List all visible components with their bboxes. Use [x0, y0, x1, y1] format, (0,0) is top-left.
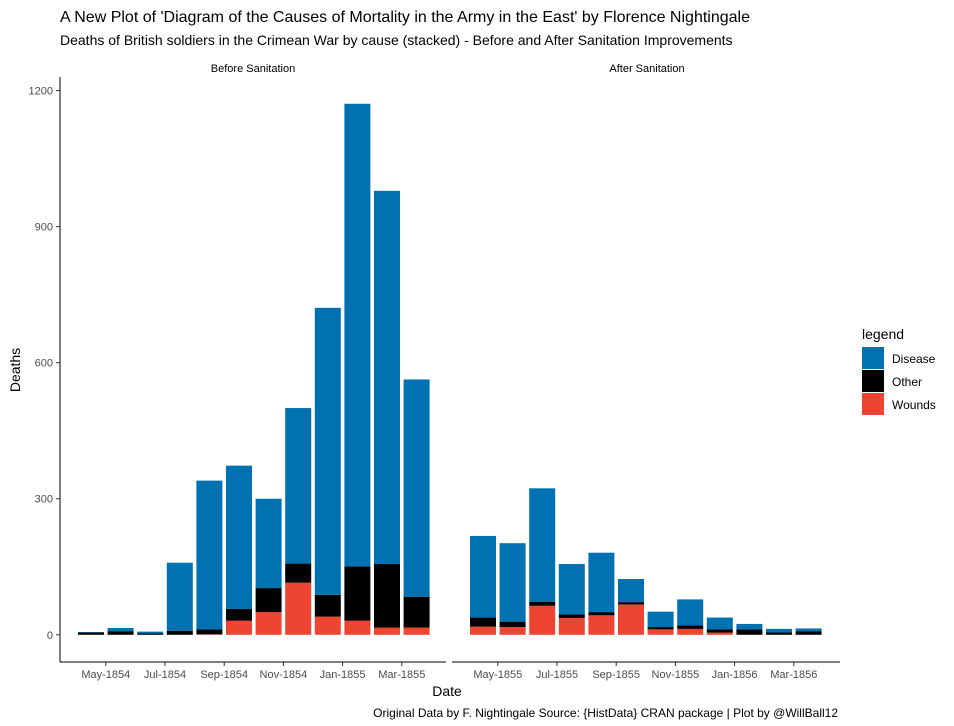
bar-other-mar-1856 [795, 631, 822, 635]
bar-other-apr-1855 [470, 617, 496, 627]
bar-wounds-jul-1855 [558, 618, 585, 635]
chart-title: A New Plot of 'Diagram of the Causes of … [60, 9, 750, 26]
x-tick-label: Jan-1856 [712, 669, 758, 681]
bar-other-nov-1854 [285, 563, 312, 583]
bar-disease-may-1855 [499, 543, 526, 622]
y-tick-label: 1200 [29, 86, 53, 98]
bar-disease-nov-1854 [285, 408, 312, 564]
bar-other-feb-1855 [374, 564, 400, 628]
bar-disease-jun-1855 [529, 488, 556, 602]
y-tick-label: 300 [35, 494, 53, 506]
bar-disease-jul-1854 [166, 562, 193, 631]
panel-before-sanitation: May-1854 Jul-1854 Sep-1854 Nov-1854 Jan-1855… [60, 103, 446, 681]
x-tick-label: Jul-1854 [144, 669, 186, 681]
bar-other-aug-1854 [196, 629, 223, 635]
bar-other-oct-1854 [255, 588, 282, 613]
bar-other-apr-1854 [78, 632, 104, 635]
y-tick-label: 600 [35, 358, 53, 370]
y-tick-label: 900 [35, 222, 53, 234]
x-axis-label: Date [432, 683, 462, 699]
bar-other-jul-1854 [166, 630, 193, 635]
x-tick-label: May-1854 [81, 669, 130, 681]
bar-other-nov-1855 [677, 625, 704, 629]
bar-disease-sep-1854 [226, 465, 252, 609]
bar-other-dec-1855 [706, 629, 733, 633]
bar-other-jun-1855 [529, 601, 556, 606]
bar-other-feb-1856 [766, 632, 792, 635]
x-tick-label: Jul-1855 [536, 669, 578, 681]
bar-wounds-feb-1855 [374, 627, 400, 635]
legend-swatch-other [862, 370, 884, 392]
bar-wounds-oct-1855 [647, 629, 674, 635]
x-tick-label: Mar-1855 [378, 669, 425, 681]
bar-wounds-dec-1855 [706, 632, 733, 635]
legend-title: legend [862, 326, 904, 342]
bar-disease-nov-1855 [677, 599, 704, 626]
bar-wounds-nov-1854 [285, 582, 312, 635]
bar-disease-apr-1855 [470, 535, 496, 618]
y-axis-label: Deaths [7, 348, 23, 392]
legend-label-other: Other [892, 375, 922, 389]
bar-other-mar-1855 [403, 596, 430, 628]
bar-other-may-1854 [107, 631, 134, 635]
bar-wounds-sep-1855 [618, 604, 644, 635]
bar-wounds-nov-1855 [677, 628, 704, 635]
bar-disease-jan-1855 [344, 103, 371, 567]
bar-disease-aug-1854 [196, 480, 223, 630]
legend-label-disease: Disease [892, 352, 936, 366]
bar-disease-mar-1855 [403, 379, 430, 597]
bar-wounds-aug-1855 [588, 615, 615, 635]
bar-disease-aug-1855 [588, 552, 615, 613]
bar-disease-sep-1855 [618, 579, 644, 603]
bar-disease-feb-1855 [374, 190, 400, 565]
bar-other-jul-1855 [558, 614, 585, 619]
x-tick-label: May-1855 [473, 669, 522, 681]
x-tick-label: Sep-1854 [200, 669, 248, 681]
bar-other-dec-1854 [314, 594, 341, 617]
bar-wounds-jun-1855 [529, 605, 556, 635]
x-tick-label: Nov-1854 [260, 669, 308, 681]
bar-wounds-apr-1855 [470, 626, 496, 635]
bar-disease-jan-1856 [736, 623, 763, 630]
chart-subtitle: Deaths of British soldiers in the Crimea… [60, 32, 733, 48]
bar-other-may-1855 [499, 621, 526, 628]
bar-other-sep-1854 [226, 608, 252, 621]
bar-disease-feb-1856 [766, 628, 792, 633]
panel-label-before: Before Sanitation [211, 63, 295, 75]
bar-other-jan-1855 [344, 566, 371, 621]
bar-wounds-dec-1854 [314, 616, 341, 635]
bar-disease-mar-1856 [795, 628, 822, 632]
bar-wounds-sep-1854 [226, 620, 252, 635]
bar-other-aug-1855 [588, 612, 615, 616]
bar-wounds-jan-1855 [344, 620, 371, 635]
bar-disease-oct-1855 [647, 611, 674, 628]
bar-wounds-may-1855 [499, 627, 526, 635]
legend-swatch-disease [862, 347, 884, 369]
bar-other-sep-1855 [618, 602, 644, 605]
bar-disease-dec-1854 [314, 307, 341, 595]
x-tick-label: Jan-1855 [320, 669, 366, 681]
bar-disease-jul-1855 [558, 564, 585, 615]
panel-label-after: After Sanitation [609, 63, 684, 75]
bar-wounds-oct-1854 [255, 612, 282, 635]
bar-disease-jun-1854 [137, 631, 164, 634]
chart-caption: Original Data by F. Nightingale Source: … [373, 706, 838, 720]
legend-swatch-wounds [862, 393, 884, 415]
bar-other-jan-1856 [736, 629, 763, 635]
legend-label-wounds: Wounds [892, 398, 936, 412]
bar-wounds-mar-1855 [403, 627, 430, 635]
bar-other-jun-1854 [137, 633, 164, 635]
bar-disease-may-1854 [107, 627, 134, 632]
x-tick-label: Mar-1856 [770, 669, 817, 681]
x-tick-label: Nov-1855 [652, 669, 700, 681]
y-tick-label: 0 [47, 630, 53, 642]
legend: legend Disease Other Wounds [862, 326, 936, 415]
bar-disease-oct-1854 [255, 498, 282, 589]
bar-other-oct-1855 [647, 627, 674, 630]
x-tick-label: Sep-1855 [592, 669, 640, 681]
panel-after-sanitation: May-1855 Jul-1855 Sep-1855 Nov-1855 Jan-1856… [452, 488, 840, 681]
bar-disease-dec-1855 [706, 617, 733, 630]
y-axis: 0 300 600 900 1200 [29, 77, 61, 662]
